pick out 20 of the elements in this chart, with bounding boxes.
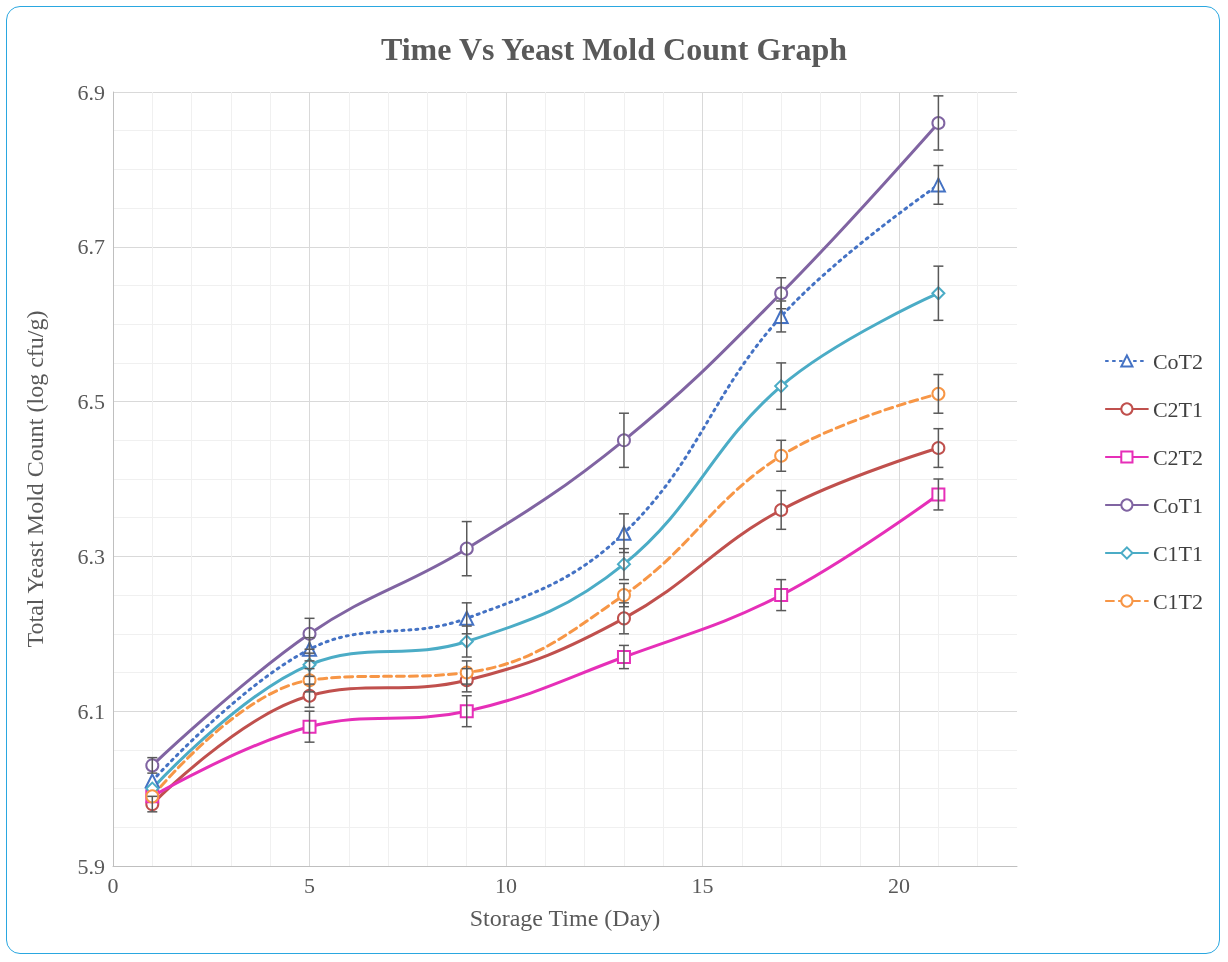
x-tick-label: 20 (888, 872, 911, 898)
y-tick-label: 6.5 (77, 389, 105, 415)
y-tick-label: 5.9 (77, 853, 105, 879)
y-tick-label: 6.7 (77, 234, 105, 260)
legend-label: CoT1 (1152, 492, 1204, 518)
legend-label: CoT2 (1152, 348, 1204, 374)
x-axis-title: Storage Time (Day) (469, 905, 661, 931)
chart-title: Time Vs Yeast Mold Count Graph (380, 31, 848, 67)
y-tick-label: 6.3 (77, 543, 105, 569)
y-axis-title: Total Yeast Mold Count (log cfu/g) (22, 310, 48, 648)
x-tick-label: 5 (304, 872, 316, 898)
legend-label: C2T2 (1152, 444, 1204, 470)
x-tick-label: 15 (691, 872, 714, 898)
x-tick-label: 10 (495, 872, 518, 898)
legend-label: C2T1 (1152, 396, 1204, 422)
legend-label: C1T2 (1152, 588, 1204, 614)
y-tick-label: 6.1 (77, 698, 105, 724)
x-tick-label: 0 (107, 872, 119, 898)
y-tick-label: 6.9 (77, 79, 105, 105)
legend-label: C1T1 (1152, 540, 1204, 566)
